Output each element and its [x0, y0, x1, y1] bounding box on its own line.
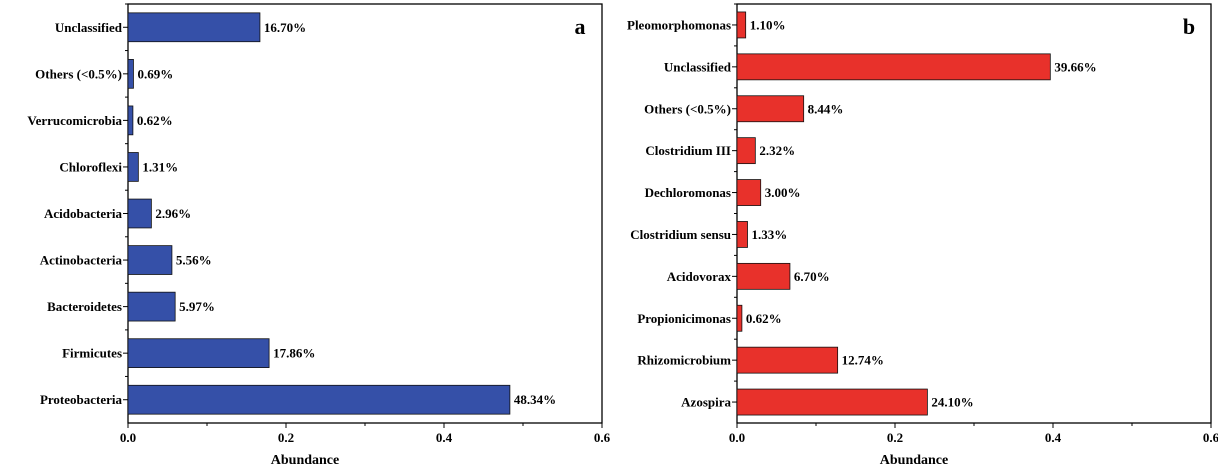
- category-label: Clostridium sensu: [630, 227, 731, 242]
- category-label: Firmicutes: [62, 346, 122, 361]
- value-label: 1.10%: [750, 17, 786, 32]
- bar: [736, 137, 756, 165]
- bar: [736, 95, 805, 123]
- value-label: 5.56%: [176, 253, 212, 268]
- x-tick-label: 0.0: [729, 430, 745, 445]
- bar: [736, 53, 1051, 81]
- category-label: Rhizomicrobium: [637, 353, 731, 368]
- x-tick-label: 0.6: [1203, 430, 1218, 445]
- category-label: Propionicimonas: [637, 311, 731, 326]
- bar: [736, 11, 747, 39]
- x-tick-label: 0.6: [594, 430, 611, 445]
- x-axis-label: Abundance: [271, 453, 339, 467]
- bar: [736, 262, 791, 290]
- value-label: 24.10%: [931, 395, 973, 410]
- category-label: Others (<0.5%): [35, 66, 122, 81]
- bar: [127, 12, 261, 43]
- bar: [127, 384, 511, 415]
- category-label: Unclassified: [664, 59, 732, 74]
- bar: [127, 152, 139, 182]
- category-label: Clostridium III: [645, 143, 731, 158]
- value-label: 39.66%: [1054, 59, 1096, 74]
- bar: [127, 245, 173, 275]
- category-label: Acidovorax: [667, 269, 732, 284]
- value-label: 2.96%: [155, 206, 191, 221]
- bar: [736, 346, 839, 374]
- value-label: 48.34%: [514, 392, 556, 407]
- x-tick-label: 0.2: [278, 430, 294, 445]
- value-label: 0.69%: [137, 66, 173, 81]
- bar: [127, 59, 134, 89]
- bar: [127, 198, 152, 229]
- value-label: 1.33%: [752, 227, 788, 242]
- value-label: 17.86%: [273, 346, 315, 361]
- x-axis-label: Abundance: [880, 453, 948, 467]
- category-label: Proteobacteria: [40, 392, 123, 407]
- panel-b: Pleomorphomonas 1.10% Unclassified 39.66% Ot…: [627, 3, 1218, 467]
- category-label: Actinobacteria: [40, 253, 123, 268]
- value-label: 6.70%: [794, 269, 830, 284]
- bar: [736, 304, 743, 332]
- category-label: Azospira: [681, 395, 731, 410]
- category-label: Pleomorphomonas: [627, 17, 731, 32]
- category-label: Acidobacteria: [44, 206, 122, 221]
- value-label: 8.44%: [808, 101, 844, 116]
- category-label: Unclassified: [55, 20, 123, 35]
- bar: [127, 105, 134, 136]
- x-tick-label: 0.4: [436, 430, 453, 445]
- value-label: 12.74%: [842, 353, 884, 368]
- bar: [127, 338, 270, 368]
- bar: [736, 221, 748, 248]
- x-tick-label: 0.4: [1045, 430, 1062, 445]
- value-label: 0.62%: [137, 113, 173, 128]
- bar: [127, 291, 176, 322]
- category-label: Dechloromonas: [645, 185, 731, 200]
- category-label: Others (<0.5%): [644, 101, 731, 116]
- value-label: 0.62%: [746, 311, 782, 326]
- panel-letter: b: [1183, 14, 1195, 39]
- bar: [736, 388, 928, 416]
- value-label: 1.31%: [142, 159, 178, 174]
- value-label: 16.70%: [264, 20, 306, 35]
- value-label: 5.97%: [179, 299, 215, 314]
- category-label: Verrucomicrobia: [27, 113, 122, 128]
- bar: [736, 179, 762, 206]
- category-label: Bacteroidetes: [47, 299, 122, 314]
- x-tick-label: 0.0: [120, 430, 136, 445]
- value-label: 3.00%: [765, 185, 801, 200]
- panel-a: Unclassified 16.70% Others (<0.5%) 0.69% Ver…: [27, 3, 611, 467]
- value-label: 2.32%: [759, 143, 795, 158]
- panel-letter: a: [575, 14, 586, 39]
- x-tick-label: 0.2: [887, 430, 903, 445]
- category-label: Chloroflexi: [59, 159, 122, 174]
